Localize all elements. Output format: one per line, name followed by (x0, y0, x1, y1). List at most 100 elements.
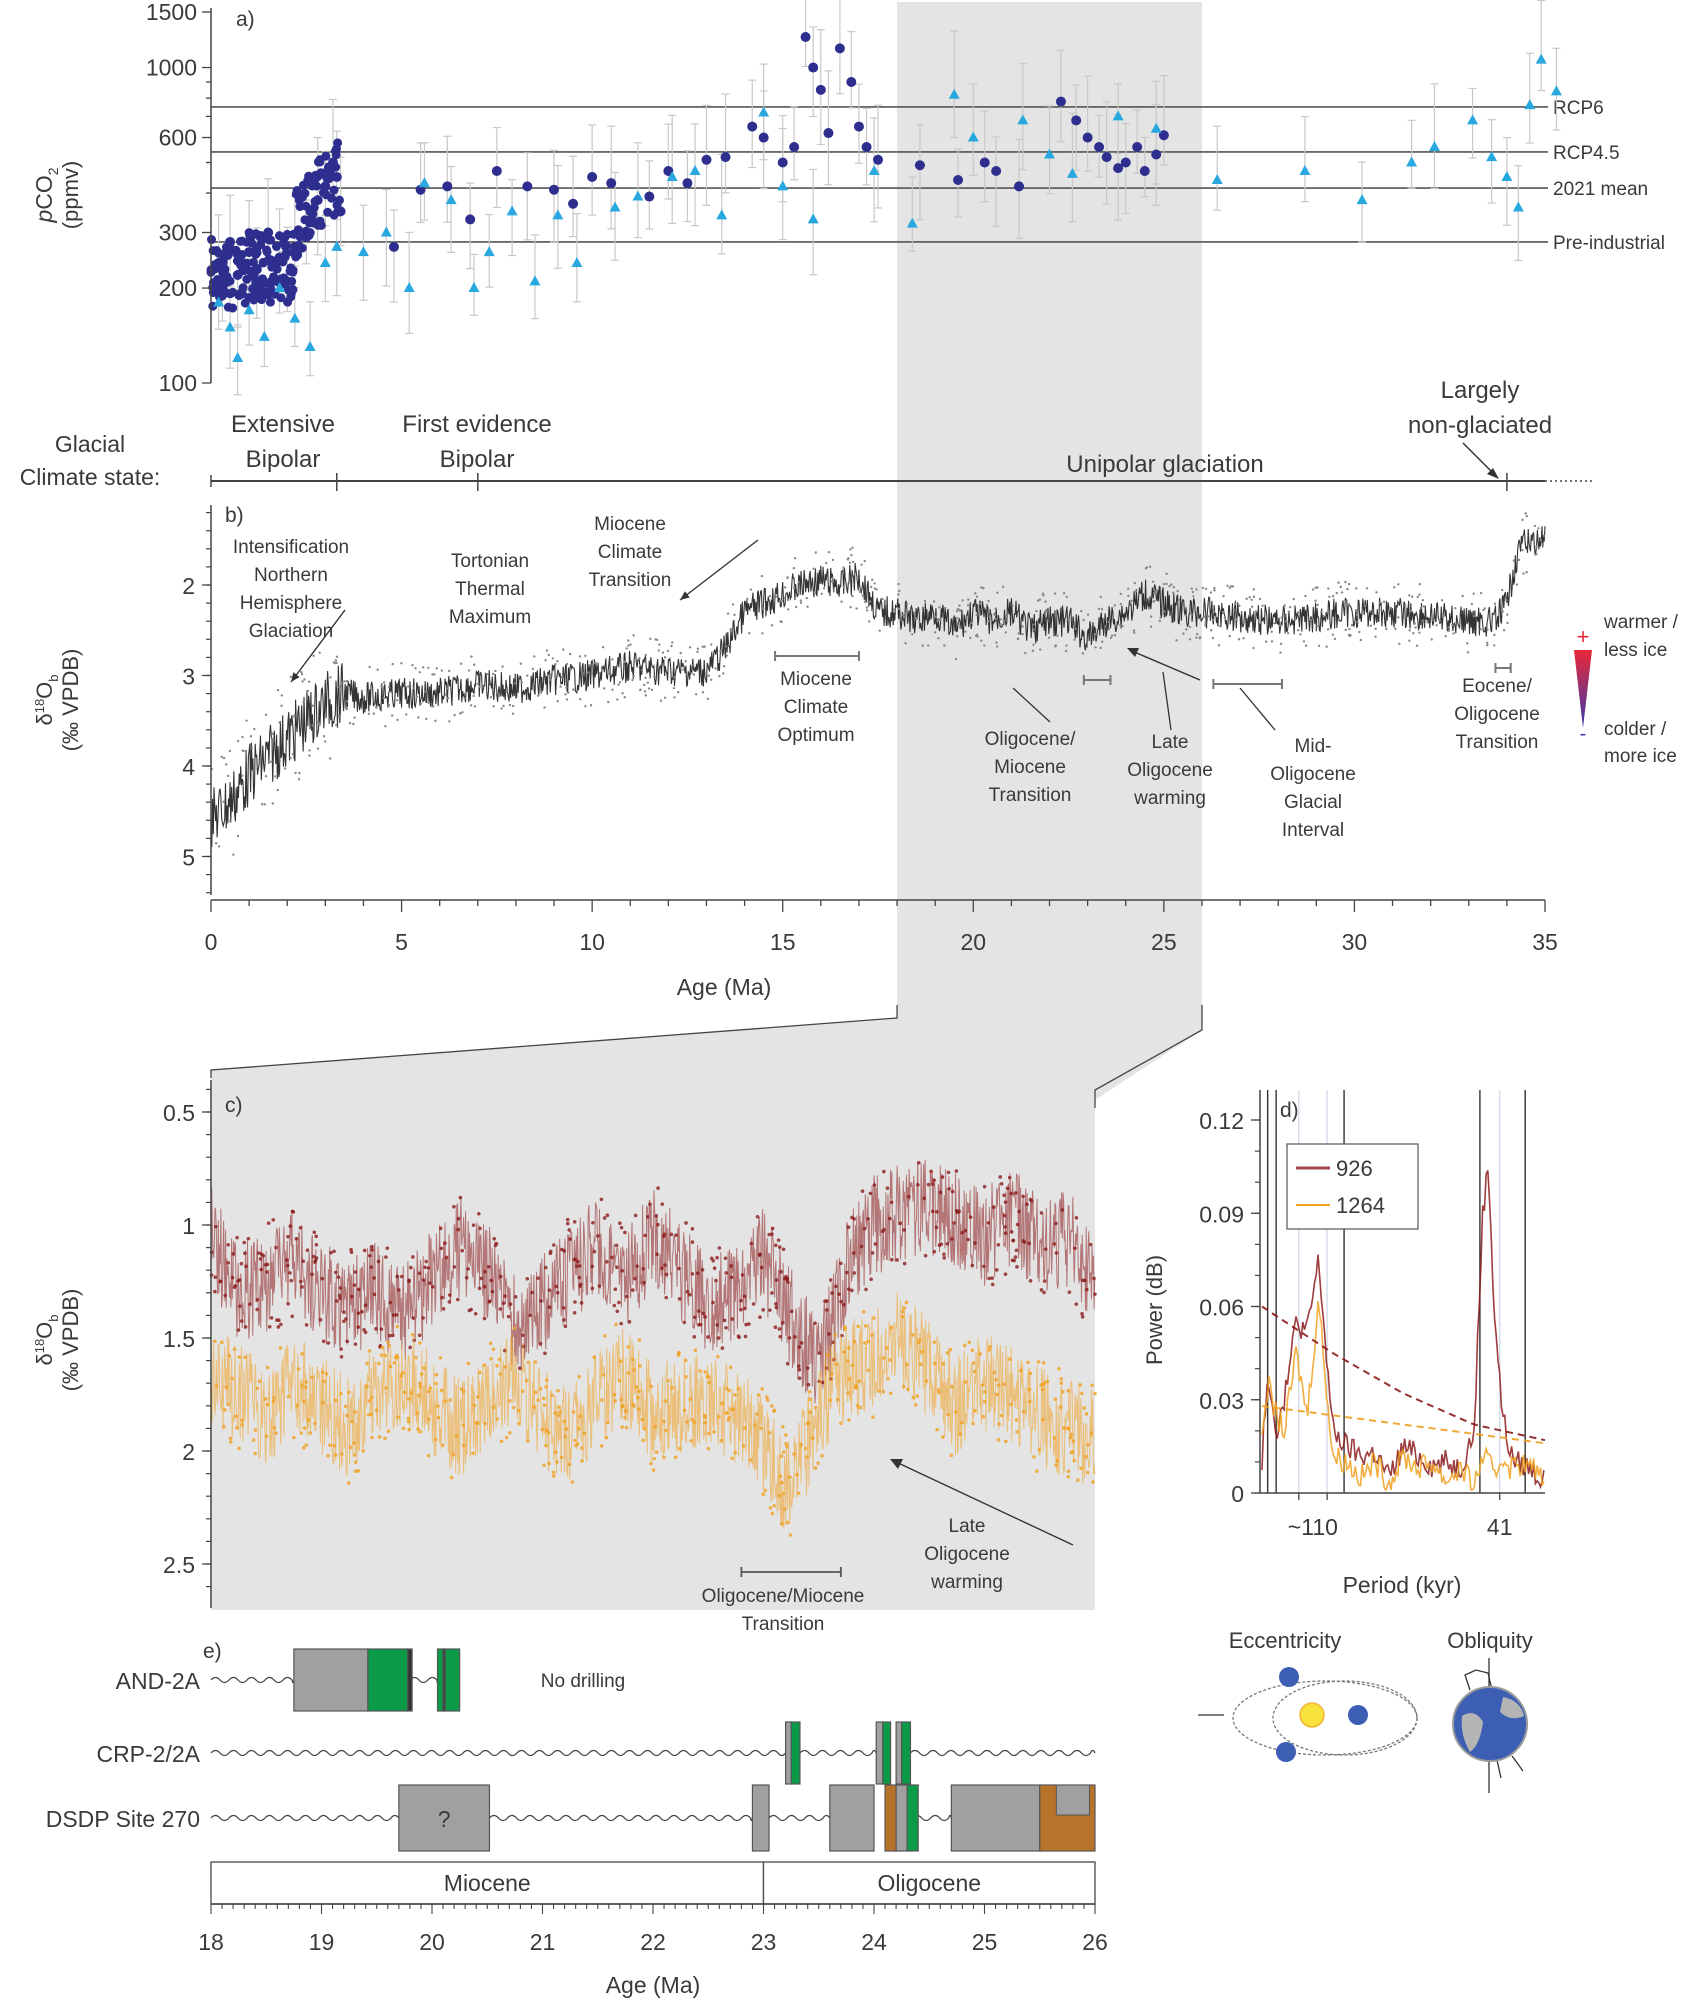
d18o-point (1421, 619, 1424, 622)
series-point-1264 (428, 1386, 432, 1390)
d18o-point (387, 704, 391, 707)
d18o-point (1382, 600, 1386, 604)
series-point-1264 (451, 1452, 456, 1457)
series-point-1264 (345, 1413, 349, 1418)
d18o-point (1107, 620, 1110, 624)
y-tick-label: 0.5 (163, 1100, 195, 1126)
series-point-926 (643, 1233, 647, 1238)
data-point-triangle (868, 164, 880, 175)
d18o-point (1270, 630, 1273, 633)
d18o-point (851, 546, 854, 550)
series-point-1264 (652, 1456, 656, 1461)
arrow-head-icon (890, 1459, 903, 1469)
series-point-926 (573, 1300, 577, 1304)
d18o-point (590, 672, 594, 675)
data-point-triangle (1150, 122, 1162, 133)
series-point-926 (841, 1303, 846, 1307)
core-block-label: ? (438, 1806, 451, 1832)
series-point-926 (226, 1261, 231, 1265)
series-point-1264 (399, 1374, 404, 1378)
series-point-926 (320, 1276, 325, 1281)
series-point-926 (655, 1252, 659, 1257)
series-point-926 (338, 1296, 342, 1301)
series-point-1264 (617, 1378, 622, 1383)
hiatus-wavy-line (210, 1814, 400, 1822)
core-block (895, 1784, 908, 1852)
series-point-1264 (365, 1361, 369, 1366)
panel-a-ylabel-units: (ppmv) (58, 161, 83, 229)
d18o-point (761, 632, 764, 635)
d18o-point (1325, 645, 1328, 648)
d18o-point (1309, 619, 1313, 622)
d18o-point (1422, 605, 1426, 608)
d18o-point (1287, 610, 1291, 613)
series-point-926 (298, 1226, 303, 1230)
y-tick-label: 2 (182, 1439, 195, 1465)
series-point-1264 (524, 1378, 529, 1383)
d18o-point (1223, 616, 1227, 619)
d18o-point (1109, 636, 1113, 639)
series-point-1264 (235, 1425, 239, 1430)
d18o-point (1279, 642, 1283, 646)
d18o-point (303, 678, 306, 681)
series-point-926 (548, 1251, 553, 1256)
series-point-926 (773, 1325, 778, 1330)
d18o-point (627, 639, 630, 642)
series-point-1264 (410, 1333, 415, 1337)
series-point-1264 (1037, 1447, 1042, 1452)
panel-c-y-axis: 0.511.522.5 (163, 1080, 212, 1608)
series-point-1264 (726, 1418, 731, 1422)
series-point-1264 (847, 1346, 851, 1350)
series-point-926 (656, 1186, 660, 1190)
series-point-926 (547, 1305, 552, 1310)
d18o-point (1204, 621, 1207, 624)
d18o-point (1234, 602, 1237, 605)
d18o-point (584, 654, 587, 658)
series-point-926 (706, 1335, 710, 1339)
d18o-point (631, 678, 634, 682)
series-point-926 (827, 1332, 831, 1336)
d18o-point (1397, 616, 1400, 619)
d18o-point (1074, 627, 1077, 631)
d18o-point (217, 845, 221, 848)
series-point-1264 (913, 1403, 918, 1407)
series-point-926 (641, 1267, 646, 1271)
series-point-1264 (885, 1346, 889, 1350)
d18o-point (578, 655, 582, 658)
series-point-1264 (559, 1455, 564, 1460)
series-point-926 (298, 1279, 303, 1284)
panel-d-power-spectrum: 00.030.060.090.12 ~110 41 d) Power (dB) P… (1142, 1090, 1546, 1793)
core-block (407, 1648, 413, 1712)
series-point-1264 (253, 1428, 258, 1432)
d18o-point (762, 607, 765, 610)
series-point-1264 (577, 1374, 581, 1379)
series-point-1264 (578, 1414, 582, 1419)
series-point-1264 (576, 1426, 581, 1431)
d18o-point (1512, 559, 1516, 562)
d18o-point (568, 652, 572, 656)
series-point-1264 (551, 1470, 556, 1475)
series-point-926 (987, 1276, 991, 1281)
d18o-point (1466, 642, 1469, 645)
x-tick-label: 23 (751, 1929, 777, 1955)
series-point-926 (862, 1226, 867, 1231)
series-point-926 (440, 1295, 444, 1300)
series-point-926 (312, 1230, 317, 1235)
series-point-926 (970, 1263, 975, 1268)
data-point-triangle (1512, 201, 1524, 212)
d18o-point (368, 665, 371, 669)
series-point-926 (567, 1228, 572, 1232)
series-point-1264 (948, 1347, 953, 1352)
warm-cold-scale-legend: + - warmer / less ice colder / more ice (1574, 612, 1679, 767)
panel-c-d18o-zoom: 0.511.522.5 Oligocene/MioceneTransitionL… (32, 1005, 1203, 1635)
series-point-1264 (772, 1409, 776, 1413)
series-point-1264 (698, 1369, 702, 1373)
d18o-point (1195, 636, 1198, 639)
series-point-1264 (799, 1443, 803, 1447)
series-point-926 (314, 1243, 319, 1247)
series-point-926 (536, 1276, 540, 1280)
series-point-926 (1015, 1222, 1020, 1227)
d18o-point (407, 685, 410, 688)
series-point-1264 (599, 1444, 604, 1448)
series-point-1264 (872, 1316, 876, 1320)
